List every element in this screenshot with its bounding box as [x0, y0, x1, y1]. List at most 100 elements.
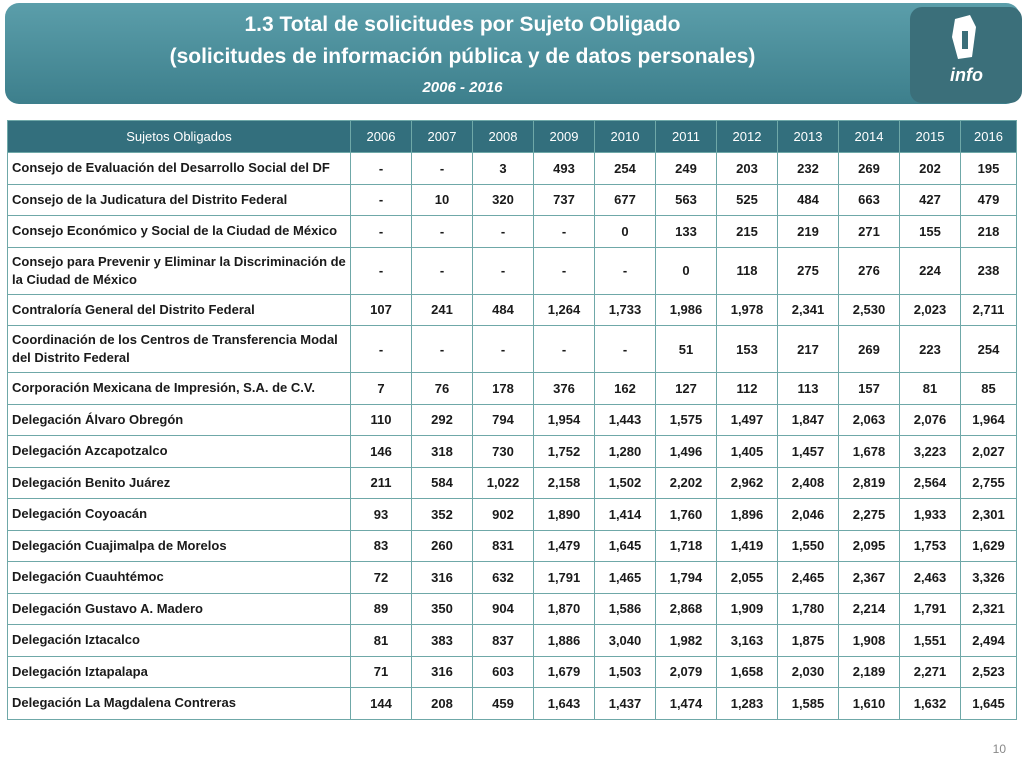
cell: 2,819: [838, 466, 900, 499]
data-table: Sujetos Obligados 2006 2007 2008 2009 2010 201…: [7, 120, 1017, 720]
table-row: Delegación Cuauhtémoc 72 316 632 1,791 1,465 1…: [7, 561, 1017, 594]
cell: 155: [899, 215, 961, 248]
cell: 3,326: [960, 561, 1017, 594]
cell: 178: [472, 372, 534, 405]
cell: 241: [411, 293, 473, 326]
cell: 110: [350, 403, 412, 436]
cell: 83: [350, 529, 412, 562]
cell: 902: [472, 498, 534, 531]
table-row: Consejo de Evaluación del Desarrollo Soc…: [7, 152, 1017, 185]
cell: 350: [411, 592, 473, 625]
cell: 71: [350, 655, 412, 688]
cell: 153: [716, 325, 778, 373]
cell: 1,964: [960, 403, 1017, 436]
cell: 1,632: [899, 687, 961, 720]
cell: 1,022: [472, 466, 534, 499]
cell: -: [472, 215, 534, 248]
cell: 2,158: [533, 466, 595, 499]
table-row: Consejo Económico y Social de la Ciudad …: [7, 215, 1017, 248]
row-label: Delegación Cuajimalpa de Morelos: [7, 529, 351, 562]
cell: 1,280: [594, 435, 656, 468]
cell: 51: [655, 325, 717, 373]
cell: 1,502: [594, 466, 656, 499]
cell: 2,271: [899, 655, 961, 688]
cell: 215: [716, 215, 778, 248]
table-row: Delegación Coyoacán 93 352 902 1,890 1,414 1,7…: [7, 498, 1017, 531]
column-header: 2012: [716, 120, 778, 153]
row-label: Delegación Cuauhtémoc: [7, 561, 351, 594]
cell: 208: [411, 687, 473, 720]
row-label: Delegación Benito Juárez: [7, 466, 351, 499]
cell: 76: [411, 372, 473, 405]
cell: 1,752: [533, 435, 595, 468]
cell: 1,870: [533, 592, 595, 625]
cell: 218: [960, 215, 1017, 248]
cell: 603: [472, 655, 534, 688]
cell: 292: [411, 403, 473, 436]
cell: 2,494: [960, 624, 1017, 657]
cell: 72: [350, 561, 412, 594]
cell: 2,189: [838, 655, 900, 688]
cell: 260: [411, 529, 473, 562]
column-header: 2011: [655, 120, 717, 153]
period: 2006 - 2016: [422, 79, 503, 96]
cell: 232: [777, 152, 839, 185]
cell: 1,908: [838, 624, 900, 657]
cell: 1,886: [533, 624, 595, 657]
cell: 2,341: [777, 293, 839, 326]
cell: 484: [777, 183, 839, 216]
cell: 1,718: [655, 529, 717, 562]
cell: 737: [533, 183, 595, 216]
cell: 3,040: [594, 624, 656, 657]
cell: 249: [655, 152, 717, 185]
cell: 195: [960, 152, 1017, 185]
cell: 2,055: [716, 561, 778, 594]
cell: 3,163: [716, 624, 778, 657]
column-header: 2016: [960, 120, 1017, 153]
table-row: Delegación Álvaro Obregón 110 292 794 1,954 1…: [7, 403, 1017, 436]
cell: 1,982: [655, 624, 717, 657]
cell: -: [411, 152, 473, 185]
cell: 493: [533, 152, 595, 185]
cell: 316: [411, 655, 473, 688]
row-label: Consejo para Prevenir y Eliminar la Disc…: [7, 246, 351, 295]
cell: 0: [594, 215, 656, 248]
cell: 1,465: [594, 561, 656, 594]
row-label: Corporación Mexicana de Impresión, S.A. …: [7, 372, 351, 405]
row-label: Delegación Gustavo A. Madero: [7, 592, 351, 625]
row-label: Delegación Álvaro Obregón: [7, 403, 351, 436]
cell: 459: [472, 687, 534, 720]
column-header: Sujetos Obligados: [7, 120, 351, 153]
cell: 383: [411, 624, 473, 657]
cell: 1,678: [838, 435, 900, 468]
logo: info: [910, 7, 1022, 103]
cell: 1,474: [655, 687, 717, 720]
cell: 794: [472, 403, 534, 436]
cell: 1,585: [777, 687, 839, 720]
cell: 1,437: [594, 687, 656, 720]
row-label: Coordinación de los Centros de Transfere…: [7, 325, 351, 373]
cell: 2,046: [777, 498, 839, 531]
row-label: Consejo de la Judicatura del Distrito Fe…: [7, 183, 351, 216]
cell: 1,264: [533, 293, 595, 326]
cell: -: [533, 246, 595, 295]
cell: 1,610: [838, 687, 900, 720]
cell: -: [350, 246, 412, 295]
cell: 1,909: [716, 592, 778, 625]
cell: 1,419: [716, 529, 778, 562]
cell: 837: [472, 624, 534, 657]
cell: 563: [655, 183, 717, 216]
cell: 1,733: [594, 293, 656, 326]
cell: 2,214: [838, 592, 900, 625]
cell: 1,551: [899, 624, 961, 657]
cell: 1,890: [533, 498, 595, 531]
cell: 81: [899, 372, 961, 405]
cell: 1,794: [655, 561, 717, 594]
table-row: Corporación Mexicana de Impresión, S.A. …: [7, 372, 1017, 405]
cell: 831: [472, 529, 534, 562]
cell: 276: [838, 246, 900, 295]
cell: 7: [350, 372, 412, 405]
cell: 2,408: [777, 466, 839, 499]
cell: 1,791: [533, 561, 595, 594]
